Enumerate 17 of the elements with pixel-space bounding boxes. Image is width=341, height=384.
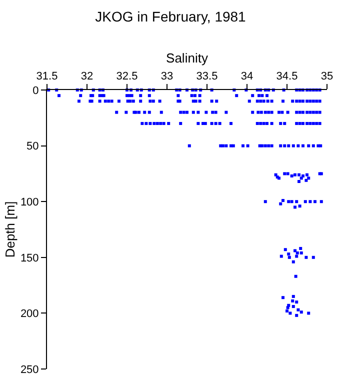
y-tick-label: 50 <box>26 140 39 153</box>
x-tick-label: 33 <box>160 70 174 83</box>
x-tick-label: 32.5 <box>116 70 138 83</box>
x-tick-label: 34.5 <box>276 70 298 83</box>
x-tick-label: 33.5 <box>196 70 218 83</box>
x-tick-label: 32 <box>80 70 94 83</box>
chart-title: JKOG in February, 1981 <box>95 8 246 24</box>
y-tick-label: 0 <box>32 84 39 97</box>
y-tick-label: 150 <box>20 252 39 264</box>
x-axis-title: Salinity <box>166 50 208 66</box>
x-tick-label: 34 <box>240 70 254 83</box>
y-tick-label: 250 <box>20 364 39 376</box>
y-tick-label: 100 <box>20 196 39 208</box>
y-axis-title: Depth [m] <box>2 201 18 258</box>
x-tick-label: 35 <box>320 70 334 83</box>
y-tick-label: 200 <box>20 308 39 320</box>
x-tick-label: 31.5 <box>36 70 58 83</box>
